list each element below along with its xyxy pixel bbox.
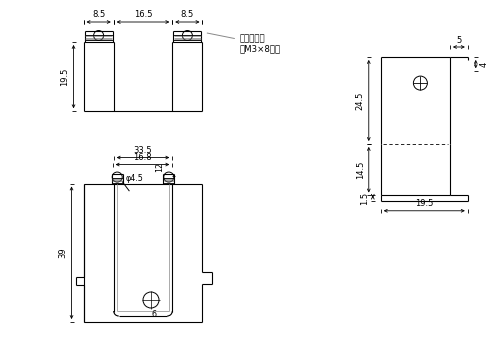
Text: 6: 6 [151,310,156,319]
Text: 33.5: 33.5 [133,145,152,155]
Text: 39: 39 [59,247,67,258]
Text: 19.5: 19.5 [61,68,69,86]
Text: 19.5: 19.5 [414,199,432,208]
Text: 24.5: 24.5 [355,91,364,110]
Text: 12: 12 [155,162,163,171]
Text: 14.5: 14.5 [355,161,364,179]
Text: 8.5: 8.5 [181,10,194,19]
Text: φ4.5: φ4.5 [125,174,143,183]
Text: 1.5: 1.5 [359,191,368,205]
Text: 4: 4 [479,62,488,67]
Text: ナベ小ネジ
（M3×8）付: ナベ小ネジ （M3×8）付 [207,33,281,54]
Text: 16.8: 16.8 [133,152,151,162]
Text: 16.5: 16.5 [134,10,152,19]
Text: 8.5: 8.5 [92,10,105,19]
Text: 5: 5 [455,36,461,45]
